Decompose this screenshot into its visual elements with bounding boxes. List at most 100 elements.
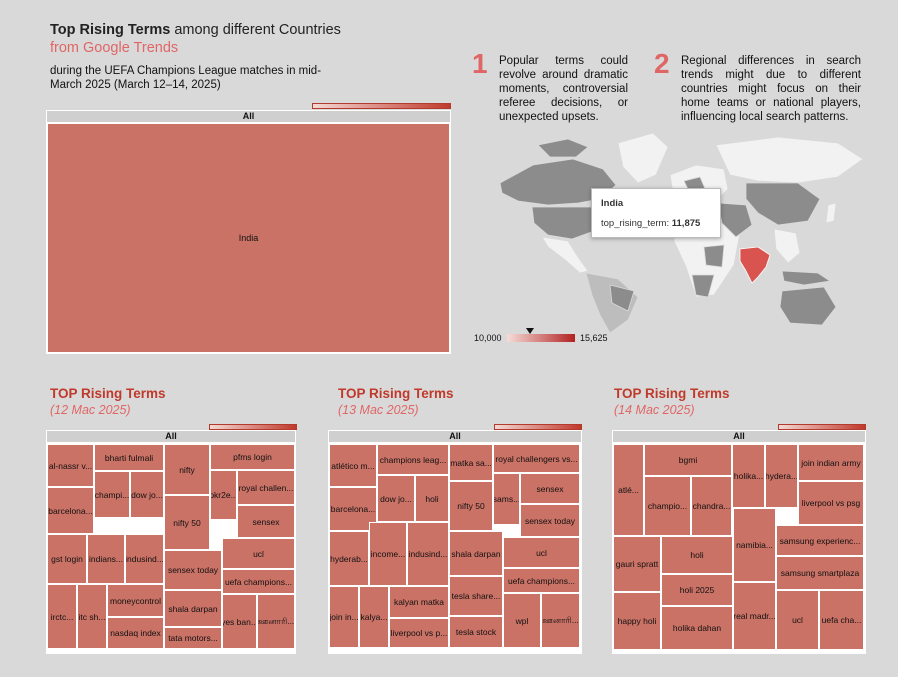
treemap-12-root[interactable]: All: [46, 430, 296, 443]
map-japan[interactable]: [825, 202, 837, 224]
map-southeast-asia[interactable]: [773, 228, 801, 264]
treemap-12-cell[interactable]: al-nassr v...: [47, 444, 94, 487]
main-treemap: All India: [46, 110, 451, 354]
map-greenland[interactable]: [617, 132, 669, 184]
treemap-13-cell[interactable]: atlético m...: [329, 444, 377, 487]
treemap-14-cell[interactable]: ucl: [776, 590, 819, 650]
treemap-14-cell[interactable]: atlé...: [613, 444, 644, 536]
map-southern-africa[interactable]: [691, 274, 715, 298]
treemap-13-cell[interactable]: sensex: [520, 473, 580, 504]
treemap-12-cell[interactable]: ஊனாரி...: [257, 594, 295, 649]
treemap-14-cell[interactable]: samsung experienc...: [776, 525, 864, 556]
treemap-13-cell[interactable]: sams...: [493, 473, 520, 525]
map-legend-marker-icon: [526, 328, 534, 334]
treemap-12-cell[interactable]: bharti fulmali: [94, 444, 164, 471]
treemap-12-cell[interactable]: pfms login: [210, 444, 295, 470]
treemap-14-cell[interactable]: chandra...: [691, 476, 732, 536]
map-india[interactable]: [739, 246, 771, 284]
treemap-14-cell[interactable]: hydera...: [765, 444, 798, 508]
treemap-12-cell[interactable]: gst login: [47, 534, 87, 584]
treemap-12-cell[interactable]: pkr2e...: [210, 470, 237, 520]
treemap-14-cell[interactable]: holika...: [732, 444, 765, 508]
treemap-14-cell[interactable]: samsung smartplaza: [776, 556, 864, 590]
treemap-12-title: TOP Rising Terms: [50, 386, 166, 401]
page-subtitle: from Google Trends: [50, 40, 179, 56]
treemap-13-cell[interactable]: ஊனாரி...: [541, 593, 580, 648]
treemap-13-cell[interactable]: shala darpan: [449, 531, 503, 576]
treemap-12-cell[interactable]: indusind...: [125, 534, 164, 584]
treemap-14-cell[interactable]: namibia...: [733, 508, 776, 582]
insight-2-number: 2: [654, 48, 670, 79]
treemap-12-cell[interactable]: shala darpan: [164, 590, 222, 627]
treemap-12-cell[interactable]: sensex today: [164, 550, 222, 590]
treemap-14-cell[interactable]: liverpool vs psg: [798, 481, 864, 525]
treemap-13-cell[interactable]: join in...: [329, 586, 359, 648]
treemap-14-cell[interactable]: happy holi: [613, 592, 661, 650]
treemap-12-cell[interactable]: champi...: [94, 471, 130, 518]
treemap-13-cell[interactable]: uefa champions...: [503, 568, 580, 593]
treemap-13-cell[interactable]: kalya...: [359, 586, 389, 648]
treemap-12-cell[interactable]: nasdaq index: [107, 617, 164, 649]
treemap-13-cell[interactable]: wpl: [503, 593, 541, 648]
title-rest: among different Countries: [170, 22, 341, 38]
map-mexico[interactable]: [541, 236, 589, 274]
treemap-13-date: (13 Mac 2025): [338, 403, 419, 417]
treemap-12-cell[interactable]: yes ban...: [222, 594, 257, 649]
map-china[interactable]: [745, 182, 821, 226]
treemap-13-cell[interactable]: income...: [369, 522, 407, 586]
tooltip-label: top_rising_term:: [601, 218, 672, 229]
treemap-13-cell[interactable]: matka sa...: [449, 444, 493, 481]
main-treemap-color-legend: [312, 103, 451, 109]
treemap-13-cell[interactable]: liverpool vs p...: [389, 618, 449, 648]
page-title: Top Rising Terms among different Countri…: [50, 22, 341, 38]
treemap-12-cell[interactable]: indians...: [87, 534, 125, 584]
treemap-13-cell[interactable]: kalyan matka: [389, 586, 449, 618]
treemap-13-root[interactable]: All: [328, 430, 582, 443]
treemap-14-mar: All atlé... bgmi holika... hydera... join ind…: [612, 430, 866, 654]
treemap-13-cell[interactable]: dow jo...: [377, 475, 415, 522]
treemap-12-cell[interactable]: uefa champions...: [222, 569, 295, 594]
treemap-14-cell[interactable]: real madr...: [733, 582, 776, 650]
main-treemap-cell-india[interactable]: India: [47, 123, 450, 353]
treemap-13-cell[interactable]: ucl: [503, 537, 580, 568]
treemap-14-cell[interactable]: join indian army: [798, 444, 864, 481]
map-indonesia[interactable]: [781, 270, 832, 286]
treemap-13-cell[interactable]: hyderab...: [329, 531, 369, 586]
treemap-12-cell[interactable]: irctc...: [47, 584, 77, 649]
treemap-14-cell[interactable]: uefa cha...: [819, 590, 864, 650]
treemap-12-cell[interactable]: moneycontrol: [107, 584, 164, 617]
treemap-12-cell[interactable]: nifty 50: [164, 495, 210, 550]
treemap-14-cell[interactable]: holika dahan: [661, 606, 733, 650]
treemap-12-cell[interactable]: tata motors...: [164, 627, 222, 649]
treemap-14-cell[interactable]: champio...: [644, 476, 691, 536]
treemap-12-cell[interactable]: sensex: [237, 505, 295, 538]
map-central-africa[interactable]: [703, 244, 725, 268]
treemap-12-cell[interactable]: itc sh...: [77, 584, 107, 649]
treemap-13-cell[interactable]: tesla share...: [449, 576, 503, 616]
treemap-14-cell[interactable]: holi: [661, 536, 733, 574]
treemap-14-root[interactable]: All: [612, 430, 866, 443]
treemap-13-cell[interactable]: royal challengers vs...: [493, 444, 580, 473]
map-arctic-islands[interactable]: [537, 138, 589, 158]
treemap-12-cell[interactable]: ucl: [222, 538, 295, 569]
treemap-14-cell[interactable]: holi 2025: [661, 574, 733, 606]
treemap-14-cell[interactable]: gauri spratt: [613, 536, 661, 592]
treemap-12-cell[interactable]: royal challen...: [237, 470, 295, 505]
treemap-12-mar: All al-nassr v... bharti fulmali nifty pfms …: [46, 430, 296, 654]
treemap-13-cell[interactable]: champions leag...: [377, 444, 449, 475]
treemap-12-cell[interactable]: nifty: [164, 444, 210, 495]
map-russia[interactable]: [715, 136, 864, 184]
main-treemap-root[interactable]: All: [46, 110, 451, 123]
map-australia[interactable]: [779, 286, 837, 326]
treemap-13-cell[interactable]: sensex today: [520, 504, 580, 537]
treemap-13-cell[interactable]: holi: [415, 475, 449, 522]
treemap-13-cell[interactable]: tesla stock: [449, 616, 503, 648]
map-brazil[interactable]: [609, 284, 635, 312]
treemap-13-cell[interactable]: indusind...: [407, 522, 449, 586]
treemap-12-cell[interactable]: barcelona...: [47, 487, 94, 534]
treemap-12-cell[interactable]: dow jo...: [130, 471, 164, 518]
treemap-14-cell[interactable]: bgmi: [644, 444, 732, 476]
map-middle-east[interactable]: [717, 202, 753, 238]
treemap-13-cell[interactable]: nifty 50: [449, 481, 493, 531]
